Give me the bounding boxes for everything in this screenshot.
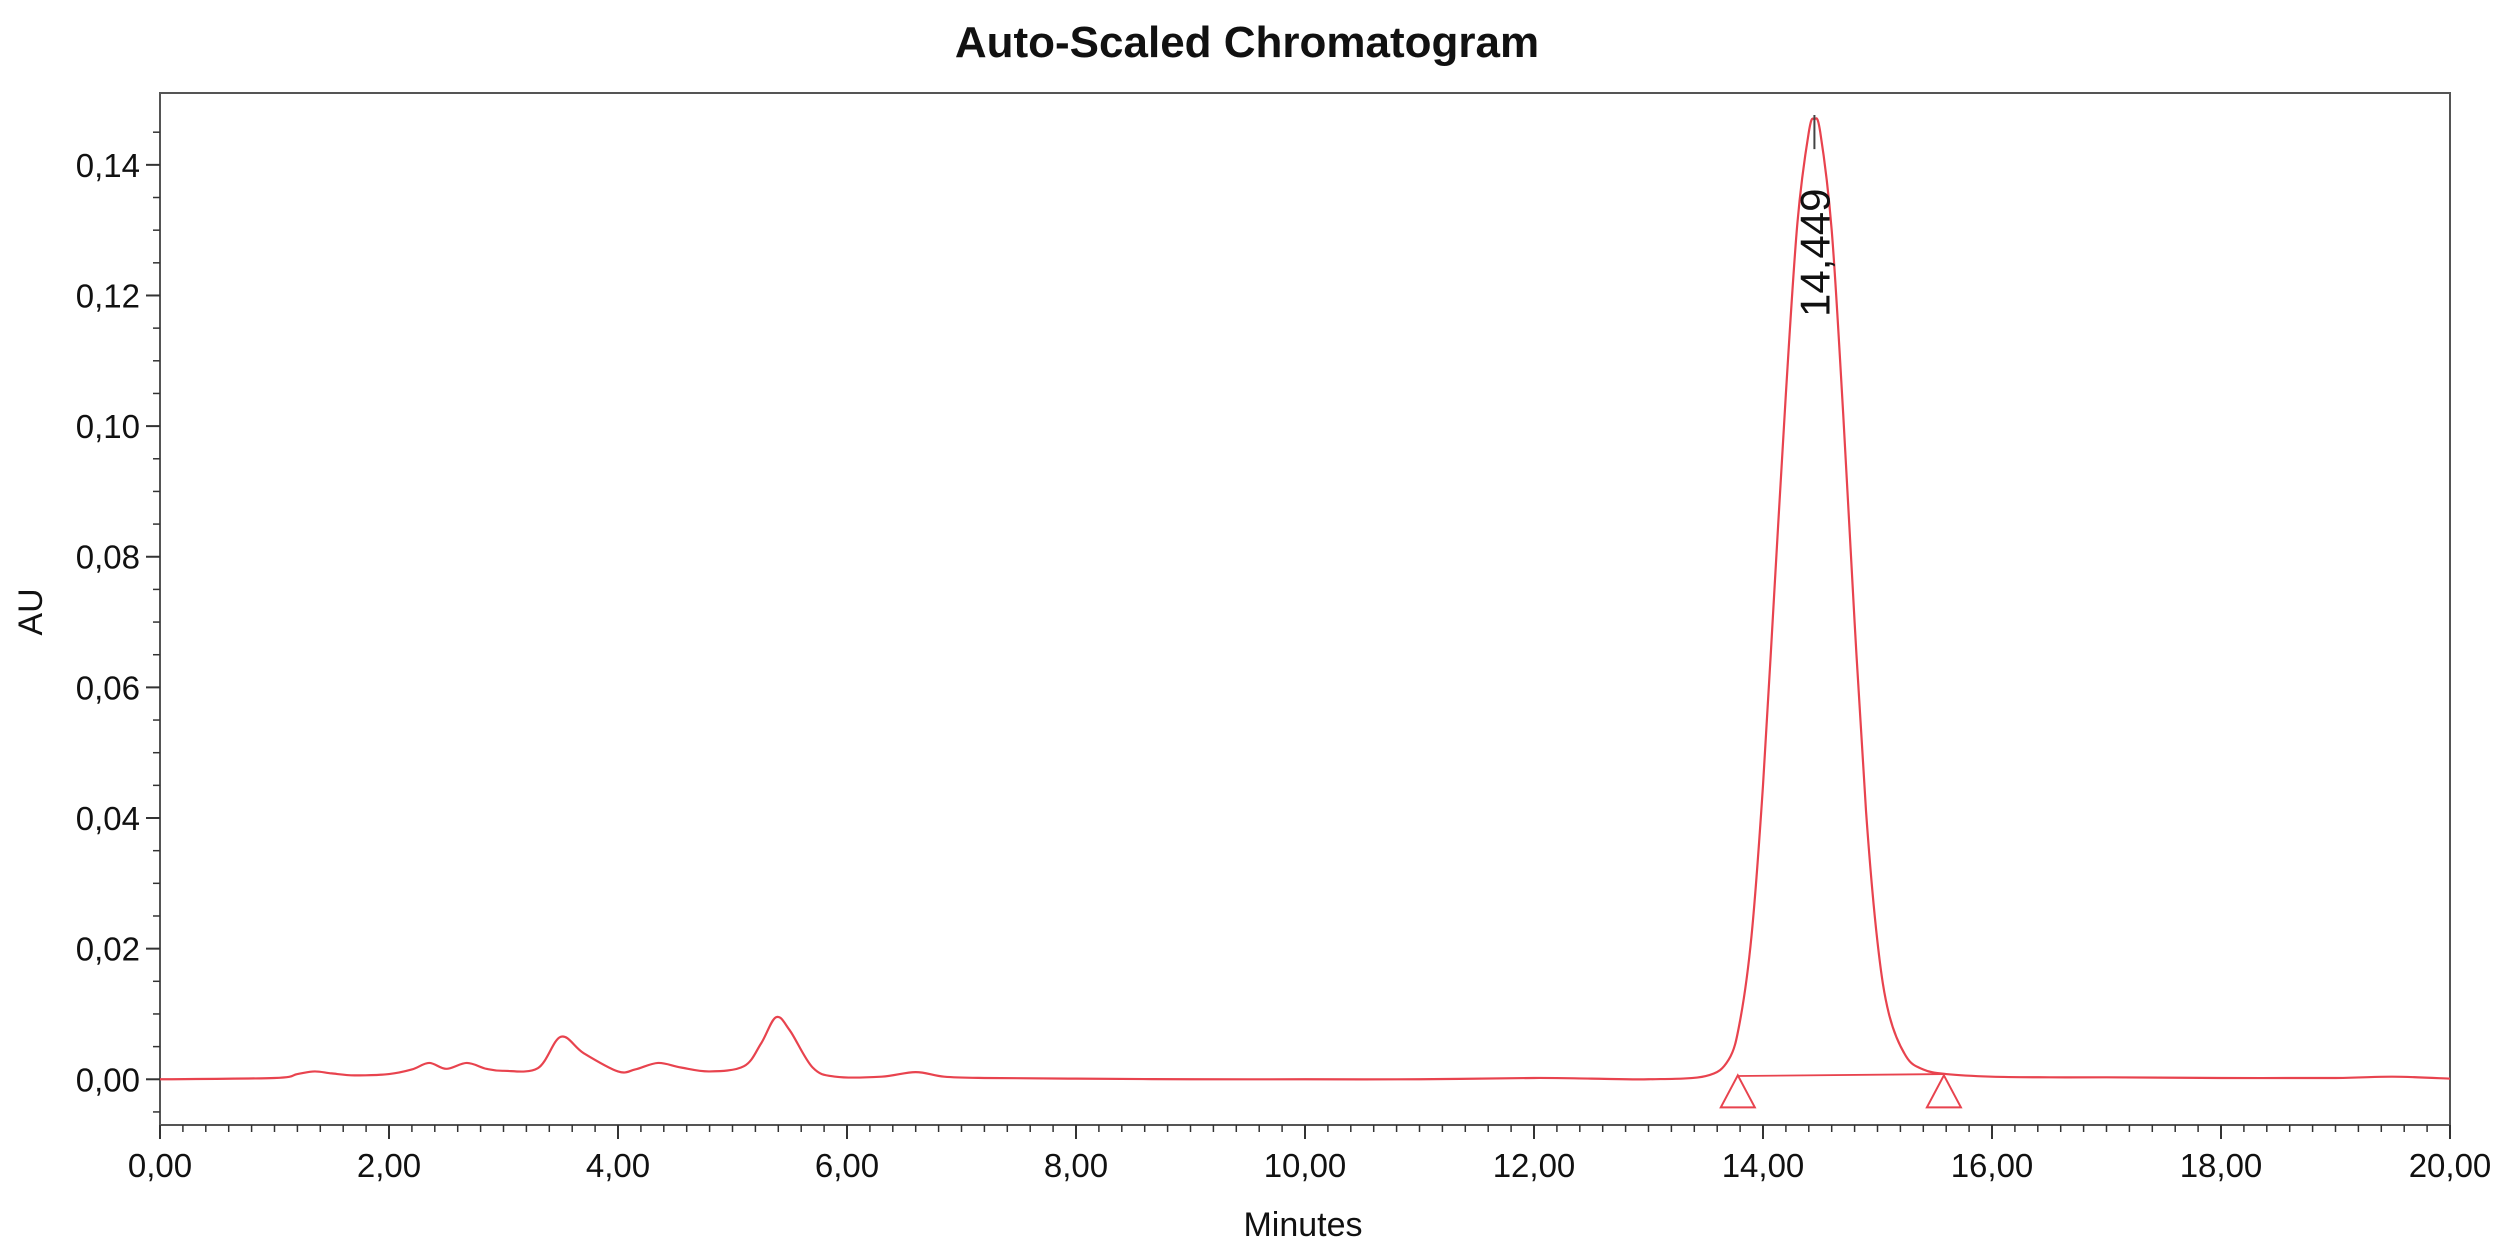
y-axis-label: AU [12,588,50,635]
peak-retention-label: 14,449 [1791,189,1838,317]
integration-baseline [1737,1073,1944,1077]
y-tick-label: 0,10 [76,408,140,445]
x-tick-label: 14,00 [1722,1147,1805,1184]
y-tick-label: 0,02 [76,931,140,968]
y-axis: 0,00 0,02 0,04 0,06 0,08 0,10 0,12 0,14 [76,131,160,1113]
plot-area: 14,449 [160,115,2450,1109]
x-tick-label: 4,00 [586,1147,650,1184]
chromatogram-trace [160,117,2450,1081]
y-tick-label: 0,12 [76,277,140,314]
x-tick-label: 8,00 [1044,1147,1108,1184]
x-tick-label: 12,00 [1493,1147,1576,1184]
y-tick-label: 0,00 [76,1061,140,1098]
peak-boundary-marker [1925,1073,1963,1109]
chart-title: Auto-Scaled Chromatogram [955,18,1539,67]
x-tick-label: 20,00 [2409,1147,2492,1184]
y-tick-label: 0,04 [76,800,140,837]
x-tick-label: 16,00 [1951,1147,2034,1184]
x-axis: 0,00 2,00 4,00 6,00 8,00 10,00 12,00 14,00 16,00… [128,1125,2491,1184]
peak-boundary-marker [1719,1073,1757,1109]
y-tick-label: 0,08 [76,539,140,576]
x-tick-label: 6,00 [815,1147,879,1184]
y-tick-label: 0,14 [76,147,140,184]
x-tick-label: 2,00 [357,1147,421,1184]
x-tick-label: 10,00 [1264,1147,1347,1184]
y-tick-label: 0,06 [76,669,140,706]
x-axis-label: Minutes [1243,1206,1362,1241]
x-tick-label: 0,00 [128,1147,192,1184]
x-tick-label: 18,00 [2180,1147,2263,1184]
